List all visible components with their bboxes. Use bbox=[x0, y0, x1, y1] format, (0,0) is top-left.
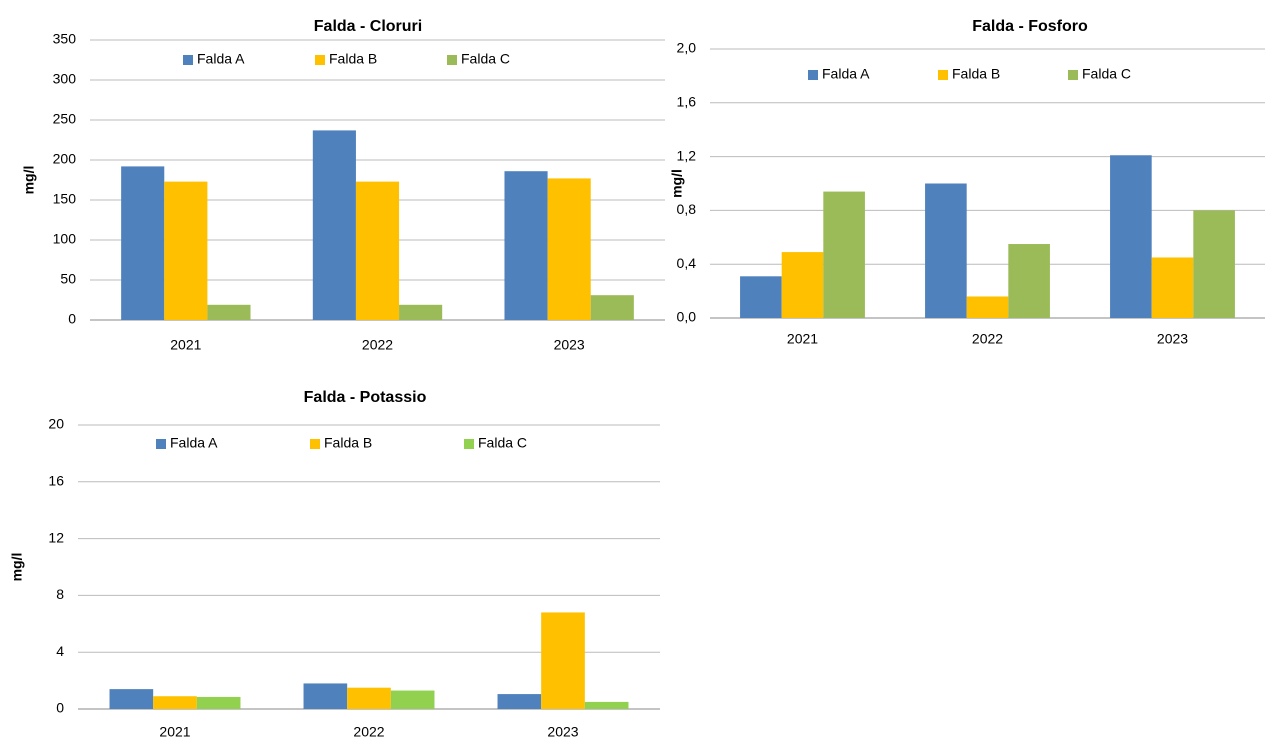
legend-label: Falda A bbox=[822, 66, 870, 82]
y-tick-label: 250 bbox=[53, 111, 77, 127]
legend-label: Falda A bbox=[170, 435, 218, 451]
y-tick-label: 350 bbox=[53, 31, 77, 47]
y-tick-label: 0 bbox=[56, 700, 64, 716]
y-tick-label: 20 bbox=[48, 416, 64, 432]
x-tick-label: 2023 bbox=[554, 337, 585, 353]
y-tick-label: 150 bbox=[53, 191, 77, 207]
bar bbox=[312, 130, 356, 320]
y-tick-label: 100 bbox=[53, 231, 77, 247]
legend-swatch bbox=[183, 55, 193, 65]
bar bbox=[164, 181, 208, 320]
legend-label: Falda C bbox=[1082, 66, 1131, 82]
legend-label: Falda C bbox=[478, 435, 527, 451]
y-tick-label: 0,0 bbox=[677, 309, 697, 325]
chart-title: Falda - Fosforo bbox=[972, 18, 1088, 35]
bar bbox=[781, 252, 824, 318]
legend-label: Falda C bbox=[461, 51, 510, 67]
legend-label: Falda B bbox=[329, 51, 377, 67]
bar bbox=[966, 296, 1009, 318]
bar bbox=[153, 696, 197, 709]
legend-swatch bbox=[447, 55, 457, 65]
bar bbox=[1193, 210, 1235, 318]
x-tick-label: 2021 bbox=[170, 337, 201, 353]
y-tick-label: 0,4 bbox=[677, 255, 697, 271]
y-tick-label: 8 bbox=[56, 586, 64, 602]
x-tick-label: 2021 bbox=[159, 724, 190, 740]
y-tick-label: 300 bbox=[53, 71, 77, 87]
bar bbox=[207, 304, 251, 320]
bar bbox=[303, 683, 348, 709]
bar bbox=[584, 701, 629, 709]
legend-swatch bbox=[156, 439, 166, 449]
bar bbox=[925, 183, 967, 318]
y-tick-label: 4 bbox=[56, 643, 64, 659]
y-tick-label: 50 bbox=[60, 271, 76, 287]
legend-label: Falda B bbox=[324, 435, 372, 451]
x-tick-label: 2021 bbox=[787, 331, 818, 347]
bar bbox=[823, 191, 865, 318]
y-tick-label: 0 bbox=[68, 311, 76, 327]
x-tick-label: 2022 bbox=[353, 724, 384, 740]
x-tick-label: 2023 bbox=[547, 724, 578, 740]
legend-swatch bbox=[1068, 70, 1078, 80]
y-tick-label: 200 bbox=[53, 151, 77, 167]
bar bbox=[590, 295, 634, 320]
legend-swatch bbox=[315, 55, 325, 65]
bar bbox=[1151, 257, 1194, 318]
bar bbox=[109, 689, 154, 709]
y-tick-label: 12 bbox=[48, 529, 64, 545]
bar bbox=[399, 304, 443, 320]
y-tick-label: 0,8 bbox=[677, 201, 697, 217]
bar bbox=[504, 171, 548, 320]
legend-swatch bbox=[464, 439, 474, 449]
bar bbox=[355, 181, 400, 320]
bar bbox=[497, 694, 542, 709]
bar bbox=[196, 696, 241, 709]
chart-title: Falda - Cloruri bbox=[314, 18, 422, 35]
bar bbox=[547, 178, 591, 320]
legend-swatch bbox=[938, 70, 948, 80]
y-tick-label: 2,0 bbox=[677, 40, 697, 56]
chart-title: Falda - Potassio bbox=[304, 389, 427, 406]
y-tick-label: 1,6 bbox=[677, 94, 697, 110]
bar bbox=[1008, 244, 1050, 318]
y-axis-label: mg/l bbox=[9, 553, 25, 582]
y-axis-label: mg/l bbox=[669, 169, 685, 198]
bar bbox=[541, 612, 585, 709]
y-tick-label: 16 bbox=[48, 473, 64, 489]
y-tick-label: 1,2 bbox=[677, 147, 697, 163]
x-tick-label: 2022 bbox=[362, 337, 393, 353]
y-axis-label: mg/l bbox=[21, 166, 37, 195]
bar bbox=[121, 166, 165, 320]
x-tick-label: 2022 bbox=[972, 331, 1003, 347]
x-tick-label: 2023 bbox=[1157, 331, 1188, 347]
legend-swatch bbox=[310, 439, 320, 449]
legend-label: Falda A bbox=[197, 51, 245, 67]
bar bbox=[1110, 155, 1152, 318]
legend-label: Falda B bbox=[952, 66, 1000, 82]
bar bbox=[740, 276, 782, 318]
bar bbox=[390, 690, 435, 709]
legend-swatch bbox=[808, 70, 818, 80]
bar bbox=[347, 687, 391, 709]
